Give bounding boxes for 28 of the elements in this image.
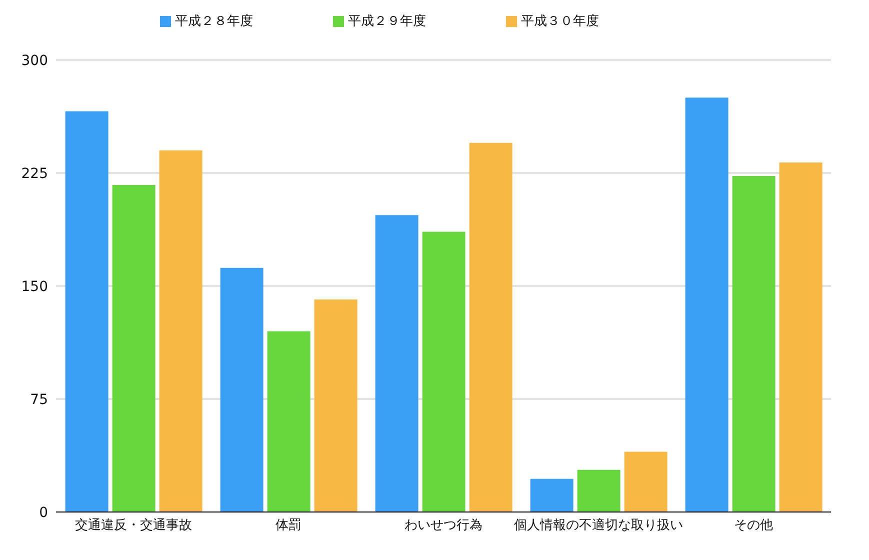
bar bbox=[422, 232, 466, 512]
legend-label: 平成２９年度 bbox=[348, 14, 426, 29]
x-tick-label: その他 bbox=[734, 518, 773, 534]
x-tick-label: わいせつ行為 bbox=[404, 518, 482, 534]
x-tick-label: 個人情報の不適切な取り扱い bbox=[514, 517, 683, 534]
bar bbox=[577, 470, 620, 512]
bar bbox=[685, 98, 728, 512]
bar bbox=[65, 111, 108, 512]
legend-label: 平成２８年度 bbox=[175, 14, 253, 29]
y-tick-label: 75 bbox=[30, 392, 48, 408]
bar bbox=[375, 215, 418, 512]
bar bbox=[112, 185, 156, 512]
y-tick-label: 225 bbox=[21, 166, 48, 182]
bar bbox=[732, 176, 776, 512]
bar bbox=[469, 142, 512, 512]
bar bbox=[624, 452, 668, 512]
bar bbox=[267, 331, 310, 512]
bar bbox=[220, 268, 264, 512]
y-tick-label: 300 bbox=[21, 52, 48, 69]
bar bbox=[159, 150, 202, 512]
bar bbox=[314, 300, 358, 512]
legend-label: 平成３０年度 bbox=[521, 14, 599, 29]
y-tick-label: 150 bbox=[21, 278, 48, 295]
x-tick-label: 交通違反・交通事故 bbox=[75, 517, 192, 534]
x-tick-label: 体罰 bbox=[276, 518, 302, 534]
bar bbox=[779, 162, 822, 512]
y-tick-label: 0 bbox=[39, 504, 48, 521]
bar bbox=[530, 478, 574, 512]
